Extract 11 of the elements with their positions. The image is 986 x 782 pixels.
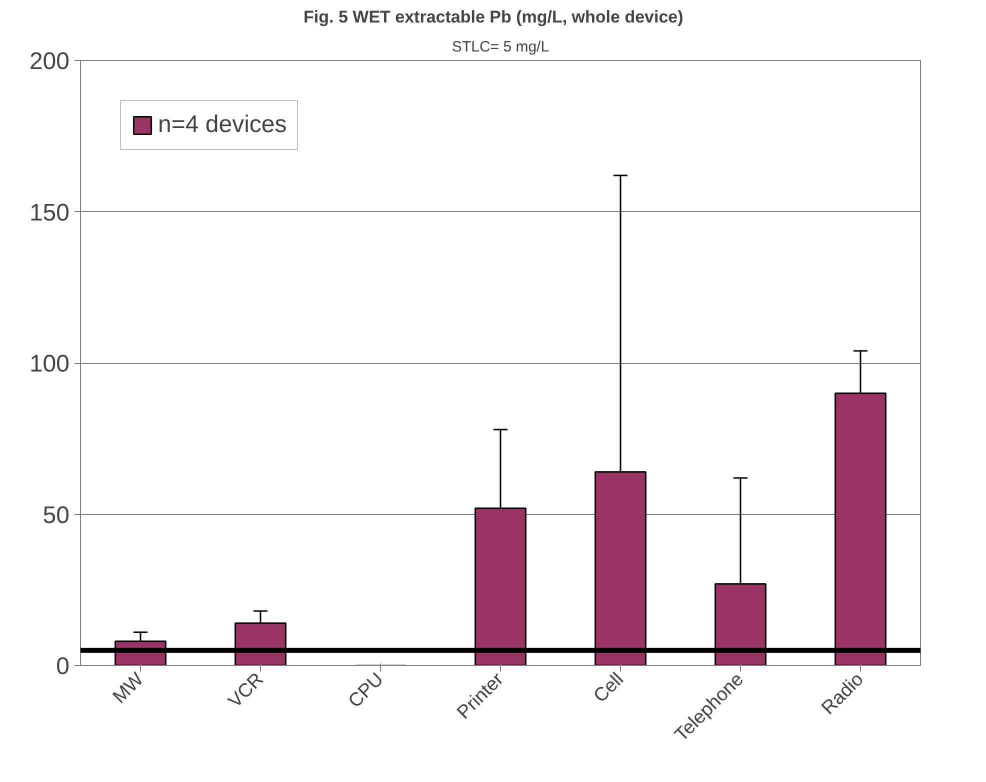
x-tick-label: VCR [224,669,268,712]
y-tick-label: 150 [29,199,70,226]
chart-subtitle: STLC= 5 mg/L [452,38,550,56]
y-tick-label: 100 [29,350,70,378]
chart-title: Fig. 5 WET extractable Pb (mg/L, whole device) [304,8,684,26]
y-tick-label: 200 [29,48,70,75]
y-tick-label: 0 [56,653,70,680]
y-tick-label: 50 [42,502,70,529]
x-tick-label: Cell [590,669,628,708]
legend-label: n=4 devices [158,111,287,139]
x-tick-label: MW [109,669,148,708]
